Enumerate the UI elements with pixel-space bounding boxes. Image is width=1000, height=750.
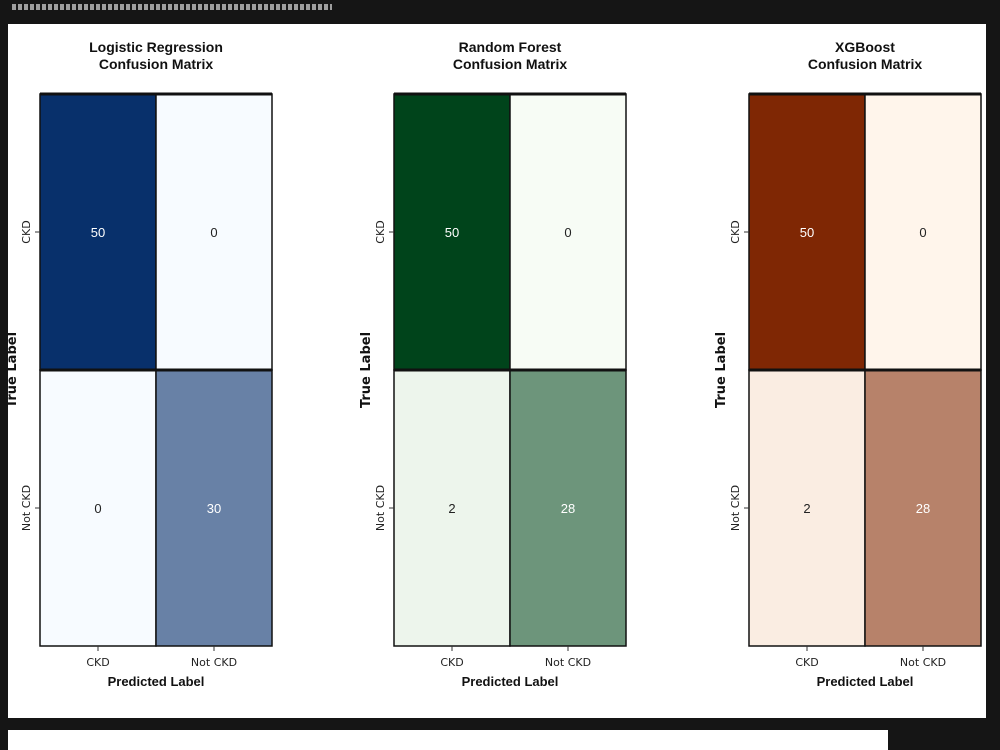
matrix-1-cell-label-0-0: 50 [91,225,105,240]
matrix-3-ytick-label-0: CKD [729,220,742,243]
matrix-3-cell-1-1 [864,369,982,647]
matrix-3-xtick-label-0: CKD [795,656,818,669]
matrix-3-ytick-label-1: Not CKD [729,485,742,531]
matrix-2-cell-0-1 [509,93,627,371]
matrix-2-cell-1-1 [509,369,627,647]
matrix-1-cell-0-1 [155,93,273,371]
matrix-3-xtick-label-1: Not CKD [900,656,946,669]
matrix-3-xlabel: Predicted Label [817,674,914,689]
matrix-2-cell-label-0-1: 0 [564,225,571,240]
matrix-1-xlabel: Predicted Label [108,674,205,689]
matrix-2-cell-0-0 [393,93,511,371]
matrix-3-cell-label-1-0: 2 [803,501,810,516]
matrix-2-xlabel: Predicted Label [462,674,559,689]
figure-output-panel: Logistic Regression Confusion Matrix 50 0 0 3… [8,24,986,718]
matrix-2-xtick-label-1: Not CKD [545,656,591,669]
matrix-3-title: XGBoost Confusion Matrix [808,39,923,72]
matrix-2-cell-label-0-0: 50 [445,225,459,240]
matrix-2-cell-1-0 [393,369,511,647]
matrix-1-ytick-label-0: CKD [20,220,33,243]
matrix-3-cell-1-0 [748,369,866,647]
matrix-1-cell-label-1-0: 0 [94,501,101,516]
matrix-1-xtick-label-0: CKD [86,656,109,669]
matrix-3-cell-0-1 [864,93,982,371]
matrix-1-cell-0-0 [39,93,157,371]
matrix-2-cell-label-1-1: 28 [561,501,575,516]
matrix-3-ylabel: True Label [714,332,729,408]
matrix-2-cell-label-1-0: 2 [448,501,455,516]
matrix-2-ylabel: True Label [359,332,374,408]
matrix-3-cell-label-0-1: 0 [919,225,926,240]
matrix-1-title: Logistic Regression Confusion Matrix [89,39,223,72]
matrix-1-ytick-label-1: Not CKD [20,485,33,531]
matrix-3-cell-label-1-1: 28 [916,501,930,516]
matrix-2-xtick-label-0: CKD [440,656,463,669]
matrix-1-cell-label-0-1: 0 [210,225,217,240]
matrix-2-ytick-label-0: CKD [374,220,387,243]
next-cell-panel [8,730,888,750]
matrix-1-cell-label-1-1: 30 [207,501,221,516]
matrix-1-cell-1-1 [155,369,273,647]
matrix-1-xtick-label-1: Not CKD [191,656,237,669]
matrix-2-title: Random Forest Confusion Matrix [453,39,568,72]
matrix-3-cell-label-0-0: 50 [800,225,814,240]
matrix-1-ylabel: True Label [8,332,20,408]
matrix-2-ytick-label-1: Not CKD [374,485,387,531]
confusion-matrix-figure: Logistic Regression Confusion Matrix 50 0 0 3… [8,39,982,689]
notebook-top-strip [12,4,332,10]
